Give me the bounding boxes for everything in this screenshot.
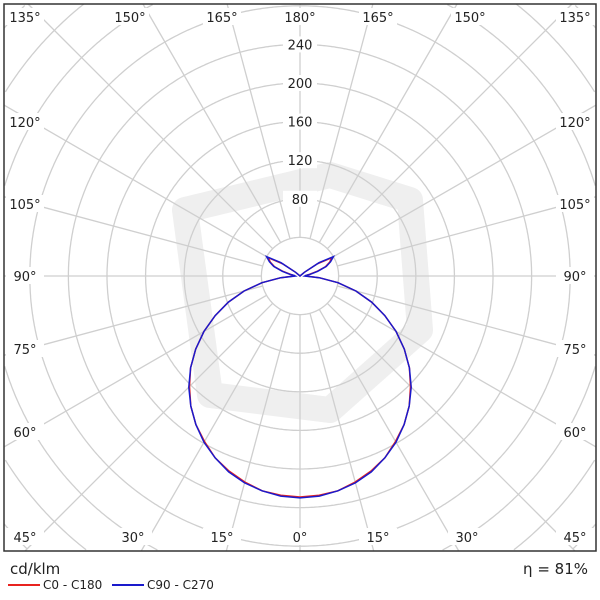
angle-label-bg (556, 113, 594, 130)
watermark-logo (172, 162, 433, 423)
angle-label-bg (114, 528, 152, 545)
angle-label: 60° (563, 426, 586, 441)
radial-tick-bg (283, 75, 317, 91)
grid-spoke (333, 294, 597, 448)
plot-frame (3, 3, 597, 552)
curves (188, 255, 412, 499)
angle-label-bg (203, 8, 241, 25)
radial-tick-bg (283, 36, 317, 53)
angle-label-bg (556, 8, 594, 25)
angle-label-bg (556, 340, 594, 357)
angle-label: 60° (13, 426, 36, 441)
efficiency-label: η = 81% (523, 560, 588, 578)
series-curve-c90-c270 (188, 255, 412, 499)
angle-label: 120° (559, 116, 590, 131)
unit-label: cd/klm (10, 560, 61, 578)
angle-label-bg (6, 113, 44, 130)
angle-label: 30° (121, 531, 144, 546)
angle-label: 30° (455, 531, 478, 546)
angle-label-bg (556, 267, 594, 284)
grid-spoke (326, 302, 576, 552)
angle-label-bg (6, 423, 44, 440)
grid-spoke (27, 3, 274, 250)
legend-label-c0: C0 - C180 (43, 578, 103, 592)
angle-label-bg (281, 8, 319, 25)
angle-label: 75° (13, 343, 36, 358)
angle-label-bg (451, 8, 489, 25)
radial-tick-bg (283, 113, 317, 130)
grid-ring (4, 3, 596, 551)
grid-spoke (3, 196, 263, 267)
angle-label: 105° (559, 198, 590, 213)
grid-spoke (142, 3, 282, 243)
radial-tick-label: 200 (288, 77, 313, 92)
angle-label-bg (281, 528, 319, 545)
angle-label-bg (556, 528, 594, 545)
angle-label-bg (6, 267, 44, 284)
angle-label: 90° (563, 270, 586, 285)
grid-spoke (337, 196, 597, 267)
legend-label-c90: C90 - C270 (147, 578, 214, 592)
angle-label: 105° (9, 198, 40, 213)
polar-chart: 80 120 160 200 240 135° 150° 165° 180° 165° 150° 1… (3, 3, 597, 552)
grid-spoke (318, 3, 458, 243)
angle-label-bg (203, 528, 241, 545)
legend-swatch-c90 (112, 584, 144, 586)
radial-tick-label: 240 (288, 38, 313, 53)
angle-label-bg (111, 8, 149, 25)
radial-tick-label: 120 (288, 154, 313, 169)
grid-spoke (226, 3, 291, 239)
angle-label: 75° (563, 343, 586, 358)
angle-label: 180° (284, 11, 315, 26)
grid-spoke (326, 3, 573, 250)
angle-label: 45° (13, 531, 36, 546)
grid-spoke (333, 104, 597, 258)
angle-label: 135° (559, 11, 590, 26)
grid-spoke (337, 285, 597, 356)
angle-label-bg (359, 8, 397, 25)
legend-swatch-c0 (8, 584, 40, 586)
angle-label: 165° (206, 11, 237, 26)
radial-tick-bg (283, 152, 317, 169)
legend-item-c0: C0 - C180 (8, 578, 102, 592)
angle-label-bg (6, 340, 44, 357)
grid-ring (4, 4, 596, 551)
grid-spoke (3, 285, 263, 356)
angle-label-bg (556, 423, 594, 440)
radial-tick-label: 160 (288, 116, 313, 131)
grid-spoke (140, 309, 282, 552)
angle-label: 45° (563, 531, 586, 546)
grid-spoke (318, 309, 460, 552)
angle-label-bg (359, 528, 397, 545)
radial-tick-bg (283, 190, 317, 207)
radial-tick-label: 80 (292, 193, 309, 208)
angle-label: 150° (454, 11, 485, 26)
angle-label-bg (448, 528, 486, 545)
grid-spoke (3, 104, 267, 258)
angle-label-bg (556, 195, 594, 212)
grid-spoke (3, 294, 267, 448)
angle-label: 15° (366, 531, 389, 546)
angle-label-bg (6, 195, 44, 212)
angle-label: 120° (9, 116, 40, 131)
angle-label: 165° (362, 11, 393, 26)
grid-spoke (225, 313, 291, 552)
angle-label: 15° (210, 531, 233, 546)
angle-label-bg (6, 8, 44, 25)
angle-label: 150° (114, 11, 145, 26)
angle-label: 135° (9, 11, 40, 26)
grid-spoke (309, 3, 374, 239)
grid-spoke (24, 302, 274, 552)
angle-label: 0° (293, 531, 308, 546)
grid-spoke (309, 313, 375, 552)
angle-label: 90° (13, 270, 36, 285)
legend-item-c90: C90 - C270 (112, 578, 214, 592)
angle-label-bg (6, 528, 44, 545)
